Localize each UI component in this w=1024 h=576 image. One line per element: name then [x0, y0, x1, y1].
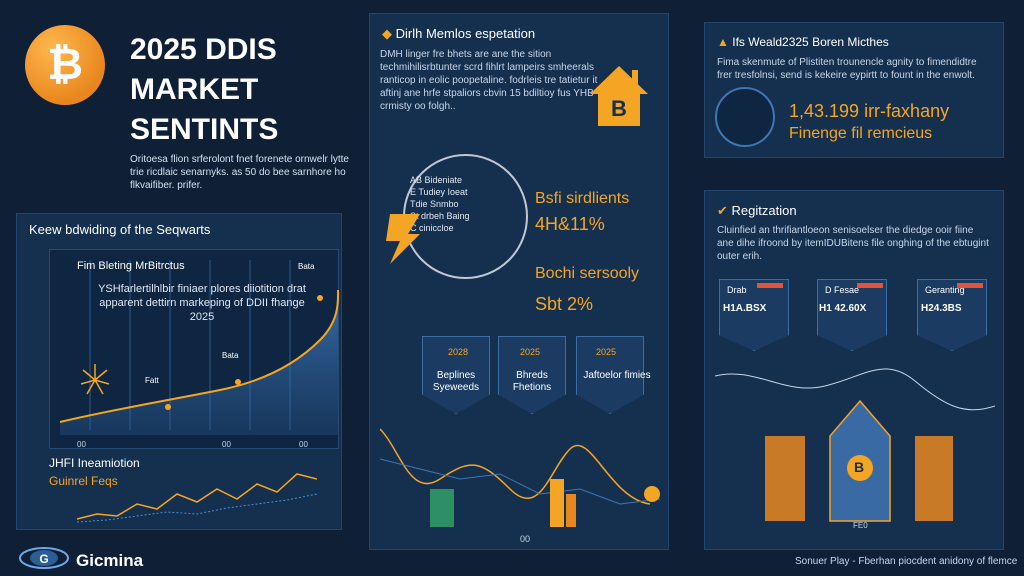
insight-line: Tdie Snmbo: [410, 199, 459, 209]
mini-line-chart: [77, 473, 317, 523]
shield-tag: 2028: [448, 347, 469, 357]
axis-label: 00: [520, 534, 531, 544]
insight-line: St drbeh Baing: [410, 211, 470, 221]
chart-description: YSHfarlertilhlbir finiaer plores diiotit…: [98, 283, 306, 323]
right-bottom-title: ✔ Regitzation: [717, 203, 797, 219]
insight-line: AB Bideniate: [410, 175, 463, 185]
check-icon: ✔: [717, 203, 728, 218]
metric-badge: [917, 279, 987, 351]
area-fill: [60, 290, 339, 435]
page-title: 2025 DDIS MARKET SENTINTS: [130, 30, 360, 150]
chart-grid: [89, 260, 291, 430]
stat-label: Bochi sersooly: [535, 265, 640, 282]
regulation-panel: ✔ Regitzation Cluinfied an thrifiantloeo…: [704, 190, 1004, 550]
x-tick: 00: [222, 440, 231, 449]
warning-icon: ▲: [717, 35, 729, 49]
point-label: Bata: [298, 262, 315, 271]
point-label: Bata: [222, 351, 239, 360]
x-tick: 00: [299, 440, 308, 449]
section-heading: JHFI Ineamiotion: [49, 456, 140, 470]
brand-logo-icon: G: [19, 547, 69, 569]
badge-label: Geranting: [925, 285, 965, 295]
shield-tag: 2025: [596, 347, 617, 357]
world-panel: ▲ Ifs Weald2325 Boren Micthes Fima skenm…: [704, 22, 1004, 158]
badge-value: H24.3BS: [921, 303, 962, 314]
stat-value: Sbt 2%: [535, 294, 594, 314]
badge-value: H1 42.60X: [819, 303, 867, 314]
stat-label: Bsfi sirdlients: [535, 190, 630, 207]
svg-text:G: G: [39, 552, 48, 566]
diamond-icon: ◆: [382, 26, 392, 41]
gauge-icon: [715, 87, 775, 147]
left-panel-heading: Keew bdwiding of the Seqwarts: [29, 222, 211, 237]
metric-badge: [719, 279, 789, 351]
badge-bar: [857, 283, 883, 288]
svg-text:B: B: [611, 96, 627, 121]
right-bottom-body: Cluinfied an thrifiantloeon senisoelser …: [717, 225, 989, 262]
section-heading: Guinrel Feqs: [49, 474, 118, 488]
coin-icon: [644, 486, 660, 502]
bitcoin-coin-icon: [847, 455, 873, 481]
expectation-panel: ◆ Dirlh Memlos espetation DMH linger fre…: [369, 13, 669, 550]
point-label: Fatt: [145, 376, 159, 385]
metric-caption: Finenge fil remcieus: [789, 125, 933, 142]
middle-panel-title-text: Dirlh Memlos espetation: [395, 26, 536, 41]
shield-label: Beplines Syeweeds: [432, 370, 480, 393]
chart-point: [235, 379, 241, 385]
badge-bar: [957, 283, 983, 288]
shield-label: Bhreds Fhetions: [512, 370, 552, 393]
title-line-3: SENTINTS: [130, 113, 279, 146]
insight-list: AB Bideniate E Tudiey Ioeat Tdie Snmbo S…: [410, 174, 470, 234]
badge-value: H1A.BSX: [723, 303, 767, 314]
shield-card: [422, 336, 490, 414]
chart-point: [165, 404, 171, 410]
trend-line: [59, 289, 340, 423]
brand-name: Gicmina: [76, 551, 144, 570]
area-chart-svg: [59, 260, 340, 435]
badge-label: D Fesae: [825, 285, 860, 295]
title-line-1: 2025 DDIS: [130, 33, 277, 66]
tower-coin-label: B: [854, 459, 865, 475]
shield-label: Jaftoelor fimies: [583, 370, 651, 381]
bitcoin-house-icon: B: [590, 66, 648, 126]
market-chart-panel: Keew bdwiding of the Seqwarts: [16, 213, 342, 530]
stat-value: 4H&11%: [535, 214, 605, 234]
right-top-title: ▲ Ifs Weald2325 Boren Micthes: [717, 35, 889, 49]
candle-bar: [566, 494, 576, 527]
x-tick: 00: [77, 440, 86, 449]
lightning-icon: [386, 214, 420, 264]
candle-bar: [550, 479, 564, 527]
building-right: [915, 436, 953, 521]
metric-value: 1,43.199 irr-faxhany: [789, 101, 950, 121]
shield-tag: 2025: [520, 347, 541, 357]
chart-point: [317, 295, 323, 301]
badge-bar: [757, 283, 783, 288]
page-subtitle: Oritoesa flion srferolont fnet forenete …: [130, 154, 349, 191]
chart-subtitle: Fim Bleting MrBitrctus: [77, 260, 185, 272]
area-chart: [49, 249, 340, 449]
title-line-2: MARKET: [130, 73, 259, 106]
bitcoin-logo-icon: ₿: [25, 25, 105, 105]
city-illustration: [715, 368, 995, 522]
price-line-chart: [380, 428, 660, 527]
right-bottom-title-text: Regitzation: [731, 203, 797, 218]
axis-label: FE0: [853, 521, 868, 530]
insight-line: E Tudiey Ioeat: [410, 187, 468, 197]
firework-icon: [80, 364, 110, 395]
right-top-body: Fima skenmute of Plistiten trounencle ag…: [717, 57, 977, 81]
badge-label: Drab: [727, 285, 747, 295]
building-left: [765, 436, 805, 521]
middle-panel-title: ◆ Dirlh Memlos espetation: [382, 26, 535, 42]
metric-badge: [817, 279, 887, 351]
right-top-title-text: Ifs Weald2325 Boren Micthes: [732, 35, 889, 49]
source-caption: Sonuer Play - Fberhan piocdent anidony o…: [795, 556, 1018, 567]
insight-line: C ciniccloe: [410, 223, 454, 233]
middle-panel-body: DMH linger fre bhets are ane the sition …: [380, 49, 598, 112]
building-icon: [430, 489, 454, 527]
